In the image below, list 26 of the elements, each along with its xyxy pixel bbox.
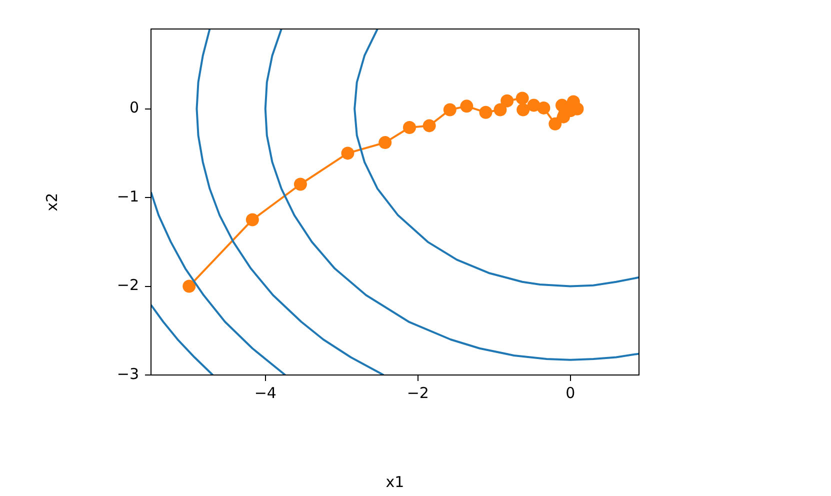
point [500, 94, 514, 108]
x-tick-label: 0 [566, 384, 576, 402]
point [564, 104, 577, 118]
point [516, 103, 530, 116]
point [460, 100, 474, 113]
y-tick-label: −1 [116, 187, 139, 206]
point [378, 136, 392, 150]
x-tick-label: −2 [406, 384, 429, 402]
point [494, 103, 507, 116]
point [443, 103, 456, 116]
point [246, 213, 259, 226]
point [422, 119, 436, 132]
y-tick-label: 0 [129, 98, 139, 117]
point [548, 117, 562, 130]
y-axis-title: x2 [42, 192, 61, 212]
x-tick-label: −4 [254, 384, 276, 402]
y-tick-label: −2 [116, 276, 139, 294]
y-tick-label: −3 [116, 364, 139, 383]
point [479, 106, 492, 119]
point [516, 92, 529, 105]
x-axis-title: x1 [386, 472, 404, 491]
point [182, 280, 196, 293]
point [341, 146, 354, 160]
point [402, 120, 416, 134]
point [294, 178, 307, 191]
point [537, 101, 550, 114]
